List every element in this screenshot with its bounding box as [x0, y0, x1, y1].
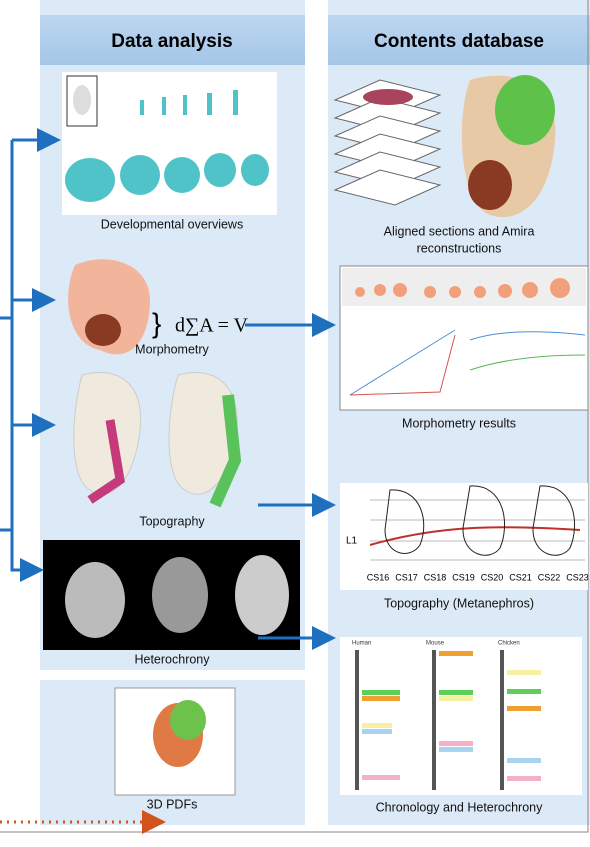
- caption: Heterochrony: [134, 652, 210, 666]
- species-label: Chicken: [498, 641, 520, 647]
- plot-line: [469, 331, 586, 341]
- stage-label: CS20: [481, 572, 504, 582]
- formula: d∑A = V: [175, 315, 249, 337]
- embryo-shape: [168, 371, 238, 495]
- embryo-photo: [152, 557, 208, 633]
- embryo-photo: [235, 555, 289, 635]
- stage-label: CS23: [566, 572, 589, 582]
- caption: reconstructions: [417, 241, 502, 255]
- stage-label: CS17: [395, 572, 418, 582]
- caption: Topography: [139, 514, 205, 528]
- section-stack: [333, 79, 442, 206]
- overview-inset: [66, 75, 98, 127]
- caption: Chronology and Heterochrony: [376, 800, 544, 814]
- lung-icons: [65, 90, 269, 202]
- right-header: [328, 15, 590, 65]
- plot-line: [349, 329, 456, 396]
- caption: Morphometry: [135, 342, 209, 356]
- level-lines: [370, 499, 585, 561]
- embryo-icon: [73, 85, 91, 115]
- left-header: [40, 15, 305, 65]
- stage-label: CS16: [367, 572, 390, 582]
- plot-line: [349, 334, 456, 396]
- brace: }: [152, 307, 161, 338]
- stage-label: CS22: [538, 572, 561, 582]
- stage-label: CS19: [452, 572, 475, 582]
- caption: 3D PDFs: [147, 797, 198, 811]
- embryo-photo: [65, 562, 125, 638]
- caption: Developmental overviews: [101, 217, 243, 231]
- left-title: Data analysis: [111, 31, 232, 52]
- segments: [87, 419, 125, 504]
- caption: Aligned sections and Amira: [384, 224, 535, 238]
- species-label: Mouse: [426, 641, 445, 647]
- plot-line: [469, 354, 586, 371]
- caption: Morphometry results: [402, 416, 516, 430]
- caption: Topography (Metanephros): [384, 596, 534, 610]
- metanephros-track: [369, 526, 581, 546]
- level-label: L1: [346, 536, 358, 547]
- right-title: Contents database: [374, 31, 544, 52]
- embryo-row: [355, 278, 570, 298]
- segments: [209, 394, 242, 508]
- reconstruction-organ: [495, 75, 555, 145]
- pdf-organ: [170, 700, 206, 740]
- stage-label: CS21: [509, 572, 532, 582]
- species-label: Human: [352, 641, 371, 647]
- embryo-outlines: [384, 485, 576, 556]
- embryo-shape: [73, 371, 142, 495]
- chronology-image: [340, 637, 582, 795]
- arrows: [0, 128, 336, 650]
- stage-label: CS18: [424, 572, 447, 582]
- liver-shape: [85, 314, 121, 346]
- timeline-bars: [355, 650, 541, 790]
- reconstruction-organ: [468, 160, 512, 210]
